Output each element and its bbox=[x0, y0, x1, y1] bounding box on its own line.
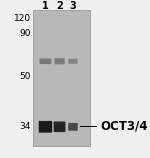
FancyBboxPatch shape bbox=[54, 122, 65, 132]
FancyBboxPatch shape bbox=[68, 59, 78, 64]
Text: 90: 90 bbox=[19, 29, 31, 38]
FancyBboxPatch shape bbox=[68, 123, 78, 131]
Text: 2: 2 bbox=[56, 1, 63, 11]
FancyBboxPatch shape bbox=[33, 10, 90, 146]
Text: 50: 50 bbox=[19, 72, 31, 81]
Text: 34: 34 bbox=[19, 122, 31, 131]
FancyBboxPatch shape bbox=[39, 121, 52, 133]
FancyBboxPatch shape bbox=[39, 58, 51, 64]
FancyBboxPatch shape bbox=[54, 58, 65, 64]
Text: OCT3/4: OCT3/4 bbox=[100, 119, 147, 133]
Text: 120: 120 bbox=[14, 14, 31, 23]
Text: 3: 3 bbox=[70, 1, 76, 11]
Text: 1: 1 bbox=[42, 1, 49, 11]
